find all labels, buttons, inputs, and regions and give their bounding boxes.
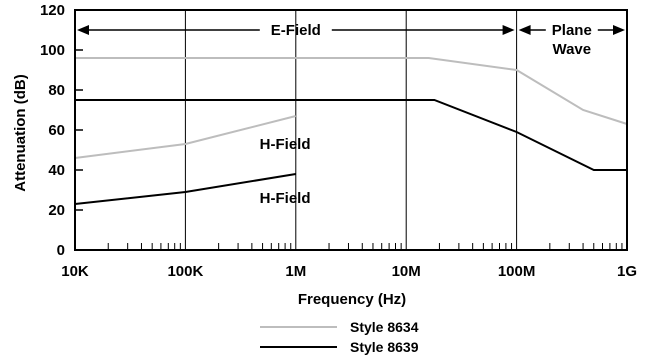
h-field-label: H-Field — [260, 190, 311, 207]
minor-ticks — [107, 243, 623, 250]
arrowhead — [613, 25, 625, 35]
h-field-label: H-Field — [260, 136, 311, 153]
plane-wave-annotation: Plane Wave — [518, 22, 625, 58]
x-axis-title: Frequency (Hz) — [298, 291, 406, 308]
x-tick-labels: 10K 100K 1M 10M 100M 1G — [61, 263, 637, 280]
x-tick-label: 10K — [61, 263, 89, 280]
legend: Style 8634 Style 8639 — [260, 319, 419, 355]
annotation-label: Wave — [552, 41, 591, 58]
y-axis-title: Attenuation (dB) — [12, 74, 29, 191]
series-0-h-field-line — [74, 115, 297, 159]
legend-label: Style 8639 — [350, 339, 419, 355]
y-tick-labels: 0 20 40 60 80 100 120 — [40, 2, 83, 259]
series-0-e-field-line — [75, 57, 628, 125]
series-1-e-field-line — [75, 99, 627, 171]
x-tick-label: 100K — [167, 263, 203, 280]
arrowhead — [518, 25, 531, 35]
x-tick-label: 1G — [617, 263, 637, 280]
annotation-label: Plane — [552, 22, 592, 39]
series-lines — [74, 57, 628, 205]
y-tick-label: 40 — [48, 162, 65, 179]
y-tick-label: 80 — [48, 82, 65, 99]
y-tick-label: 0 — [57, 242, 65, 259]
y-tick-label: 60 — [48, 122, 65, 139]
annotation-label: E-Field — [271, 22, 321, 39]
y-tick-label: 100 — [40, 42, 65, 59]
annotations: E-Field Plane Wave H-Field H-Field — [77, 22, 625, 207]
arrowhead — [77, 25, 89, 35]
legend-label: Style 8634 — [350, 319, 419, 335]
x-tick-label: 100M — [498, 263, 536, 280]
arrowhead — [502, 25, 515, 35]
y-tick-label: 120 — [40, 2, 65, 19]
plot-frame — [74, 9, 628, 251]
x-tick-label: 1M — [285, 263, 306, 280]
y-tick-label: 20 — [48, 202, 65, 219]
e-field-annotation: E-Field — [77, 22, 515, 39]
series-1-h-field-line — [74, 173, 296, 205]
x-tick-label: 10M — [392, 263, 421, 280]
gridlines — [184, 10, 518, 250]
